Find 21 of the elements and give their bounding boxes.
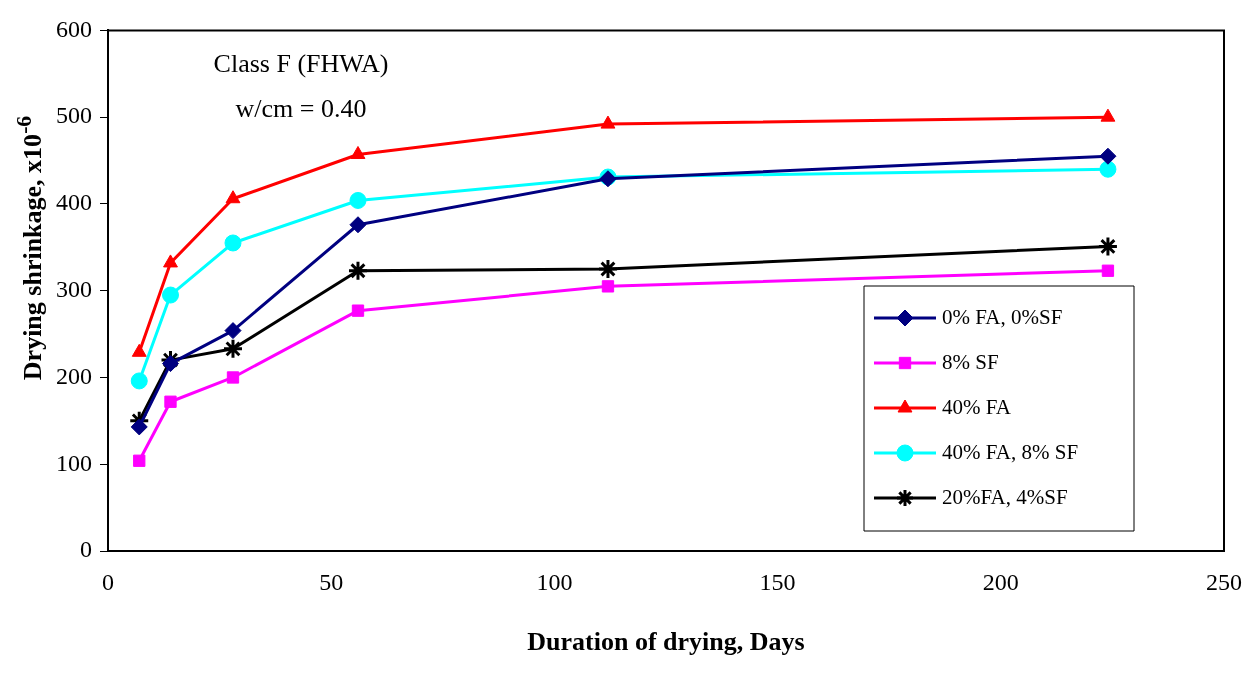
x-tick-label: 0 (102, 568, 114, 595)
y-tick-label: 200 (56, 362, 92, 389)
y-tick-label: 500 (56, 102, 92, 129)
legend-label: 40% FA, 8% SF (942, 439, 1079, 464)
x-tick-label: 100 (536, 568, 573, 595)
y-tick-label: 300 (56, 276, 92, 302)
y-tick-label: 0 (80, 536, 92, 563)
annotation: Class F (FHWA) (213, 49, 389, 79)
x-axis-title: Duration of drying, Days (527, 627, 805, 657)
x-tick-label: 150 (759, 568, 796, 595)
y-tick-label: 600 (56, 15, 92, 42)
annotation: w/cm = 0.40 (235, 94, 367, 124)
legend-label: 8% SF (942, 349, 999, 374)
legend-label: 40% FA (942, 394, 1012, 419)
y-tick-label: 400 (56, 189, 92, 216)
x-tick-label: 200 (982, 568, 1019, 595)
legend-label: 0% FA, 0%SF (942, 304, 1063, 329)
x-tick-label: 50 (319, 568, 344, 595)
legend-label: 20%FA, 4%SF (942, 484, 1068, 509)
x-tick-label: 250 (1206, 568, 1242, 595)
y-tick-label: 100 (56, 449, 92, 476)
